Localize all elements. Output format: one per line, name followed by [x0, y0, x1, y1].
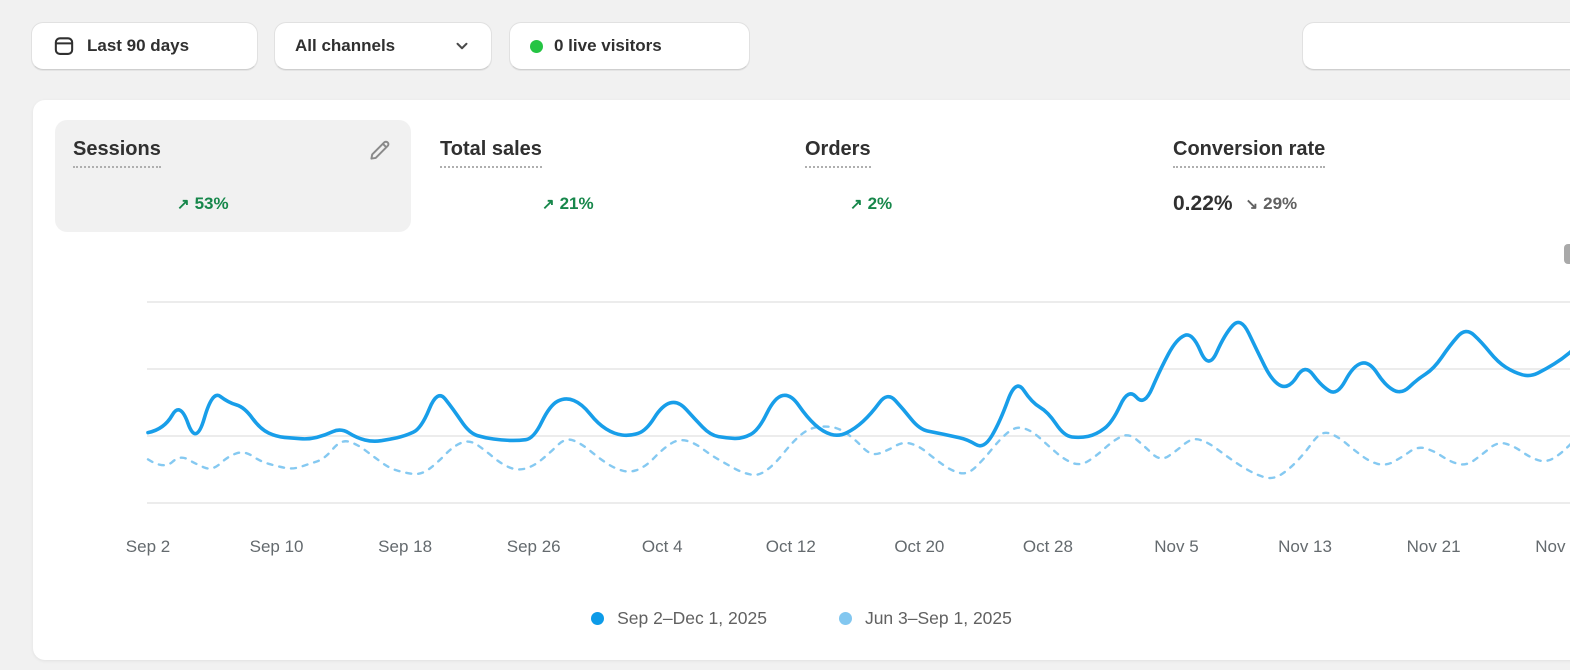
metric-card-total-sales[interactable]: Total sales ↗ 21%: [422, 120, 722, 232]
metric-title-orders: Orders: [805, 137, 871, 168]
x-axis-label: Nov 21: [1406, 537, 1461, 556]
legend-label-current-period: Sep 2–Dec 1, 2025: [617, 608, 767, 628]
metric-title-conversion-rate: Conversion rate: [1173, 137, 1326, 168]
x-axis-label: Oct 28: [1022, 537, 1073, 556]
x-axis-label: Nov 5: [1154, 537, 1199, 556]
chart-legend: Sep 2–Dec 1, 2025 Jun 3–Sep 1, 2025: [33, 608, 1570, 629]
metric-title-total-sales: Total sales: [440, 137, 542, 168]
x-axis-label: Oct 4: [641, 537, 683, 556]
x-axis-label: Sep 18: [378, 537, 433, 556]
x-axis-label: Oct 20: [894, 537, 945, 556]
calendar-icon: [52, 34, 76, 58]
x-axis-label: Sep 26: [506, 537, 561, 556]
x-axis-label: Sep 2: [125, 537, 171, 556]
legend-item-previous-period: Jun 3–Sep 1, 2025: [838, 608, 1012, 629]
live-visitors-label: 0 live visitors: [554, 36, 662, 55]
metric-delta-orders: ↗ 2%: [850, 194, 893, 213]
metric-card-orders[interactable]: Orders ↗ 2%: [787, 120, 1027, 232]
x-axis-label: Sep 10: [249, 537, 304, 556]
current-period-dot-icon: [591, 612, 605, 625]
live-visitors-button[interactable]: 0 live visitors: [509, 22, 750, 70]
live-status-dot: [530, 39, 543, 53]
delta-up-arrow-icon: ↗: [542, 196, 555, 213]
right-edge-partial-element[interactable]: [1564, 244, 1570, 264]
metric-delta-sessions: ↗ 53%: [177, 194, 229, 213]
x-axis-label: Oct 12: [765, 537, 816, 556]
metric-delta-conversion-rate: ↘ 29%: [1245, 194, 1298, 213]
top-right-partial-button[interactable]: [1302, 22, 1570, 70]
metric-card-conversion-rate[interactable]: Conversion rate 0.22% ↘ 29%: [1155, 120, 1415, 232]
metric-value-conversion-rate: 0.22%: [1173, 192, 1233, 215]
metric-delta-total-sales: ↗ 21%: [542, 194, 594, 213]
delta-up-arrow-icon: ↗: [177, 196, 190, 213]
date-range-button[interactable]: Last 90 days: [31, 22, 258, 70]
chevron-down-icon: [453, 37, 471, 55]
channels-label: All channels: [295, 36, 396, 55]
previous-period-dot-icon: [838, 612, 852, 625]
edit-pencil-icon[interactable]: [367, 137, 393, 163]
legend-item-current-period: Sep 2–Dec 1, 2025: [591, 608, 767, 629]
date-range-label: Last 90 days: [87, 36, 190, 55]
x-axis-label: Nov 29: [1535, 537, 1570, 556]
delta-down-arrow-icon: ↘: [1245, 196, 1259, 213]
metric-title-sessions: Sessions: [73, 137, 161, 168]
channels-dropdown-button[interactable]: All channels: [274, 22, 492, 70]
x-axis-label: Nov 13: [1278, 537, 1332, 556]
metric-card-sessions[interactable]: Sessions ↗ 53%: [55, 120, 411, 232]
legend-label-previous-period: Jun 3–Sep 1, 2025: [864, 608, 1012, 628]
delta-up-arrow-icon: ↗: [850, 196, 863, 213]
